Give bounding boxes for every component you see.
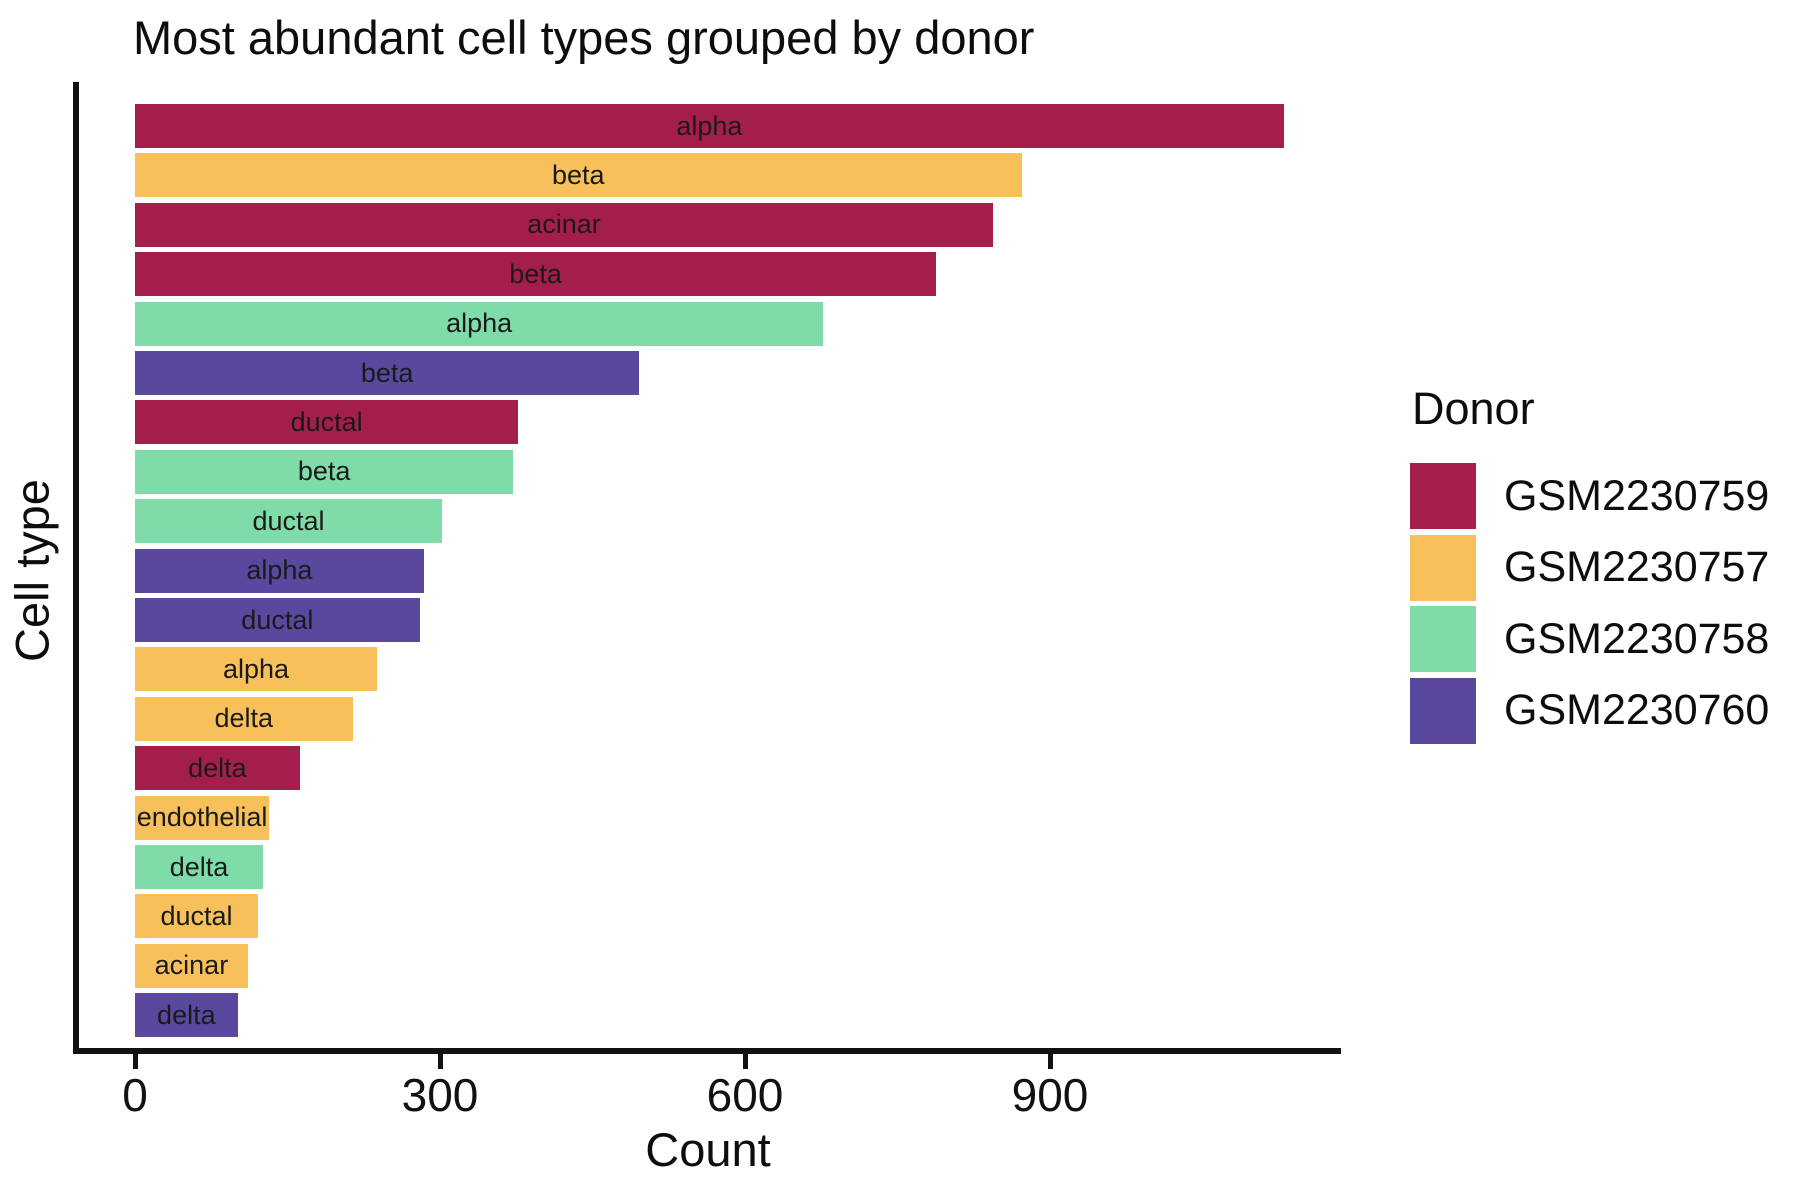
bar-ductal-GSM2230760: ductal [135,598,420,642]
x-tick-label: 600 [706,1069,784,1121]
bar-delta-GSM2230760: delta [135,993,238,1038]
bar-label: ductal [160,900,233,931]
x-tick [437,1054,443,1069]
bar-alpha-GSM2230759: alpha [135,104,1284,148]
legend-label: GSM2230757 [1504,543,1770,591]
bar-alpha-GSM2230758: alpha [135,301,824,346]
bar-delta-GSM2230757: delta [135,696,353,741]
bar-label: beta [297,456,351,487]
x-axis-label: Count [645,1123,771,1176]
bar-label: ductal [290,406,363,437]
legend-item-GSM2230759: GSM2230759 [1410,463,1769,529]
legend-item-GSM2230760: GSM2230760 [1410,677,1770,744]
bar-label: acinar [527,209,601,240]
bar-acinar-GSM2230757: acinar [135,943,248,988]
x-tick [1047,1054,1053,1069]
bar-endothelial-GSM2230757: endothelial [135,795,270,840]
x-tick-label: 300 [401,1069,479,1121]
legend-title: Donor [1412,383,1535,434]
bar-label: delta [169,851,229,882]
bar-label: ductal [252,505,325,536]
legend-label: GSM2230760 [1504,686,1770,734]
bar-beta-GSM2230759: beta [135,252,937,297]
bar-delta-GSM2230758: delta [135,845,264,889]
bar-alpha-GSM2230760: alpha [135,548,424,593]
legend-swatch [1410,463,1476,529]
bar-label: delta [188,752,247,783]
bar-label: ductal [241,604,314,635]
x-tick [132,1054,138,1069]
bar-label: endothelial [136,802,268,833]
chart-title: Most abundant cell types grouped by dono… [133,11,1035,64]
bar-label: alpha [676,110,743,141]
x-tick-label: 0 [122,1069,148,1121]
bar-label: alpha [222,653,290,684]
bar-alpha-GSM2230757: alpha [135,647,377,692]
y-axis-label: Cell type [5,479,59,662]
bar-delta-GSM2230759: delta [135,746,300,791]
bar-label: delta [214,703,274,734]
bar-label: beta [509,258,562,289]
legend-swatch [1410,606,1476,672]
legend-label: GSM2230759 [1504,471,1770,520]
bar-beta-GSM2230757: beta [135,153,1022,198]
bar-ductal-GSM2230757: ductal [135,894,259,939]
x-tick [742,1054,748,1069]
x-tick-label: 900 [1011,1069,1089,1121]
bar-ductal-GSM2230758: ductal [135,499,443,544]
bar-label: beta [360,357,414,388]
bar-label: beta [551,159,605,190]
legend-item-GSM2230758: GSM2230758 [1410,606,1769,672]
legend-label: GSM2230758 [1504,614,1770,663]
legend-swatch [1410,677,1476,744]
bar-ductal-GSM2230759: ductal [135,400,519,445]
x-axis-spine [73,1048,1341,1054]
bar-label: alpha [246,555,313,586]
bar-beta-GSM2230758: beta [135,449,514,494]
legend-item-GSM2230757: GSM2230757 [1410,534,1770,601]
legend-swatch [1410,534,1476,601]
bar-acinar-GSM2230759: acinar [135,202,994,247]
bar-beta-GSM2230760: beta [135,351,640,395]
bar-label: acinar [154,950,229,981]
bar-label: delta [157,999,216,1030]
y-axis-spine [73,82,79,1054]
bar-label: alpha [446,308,513,339]
